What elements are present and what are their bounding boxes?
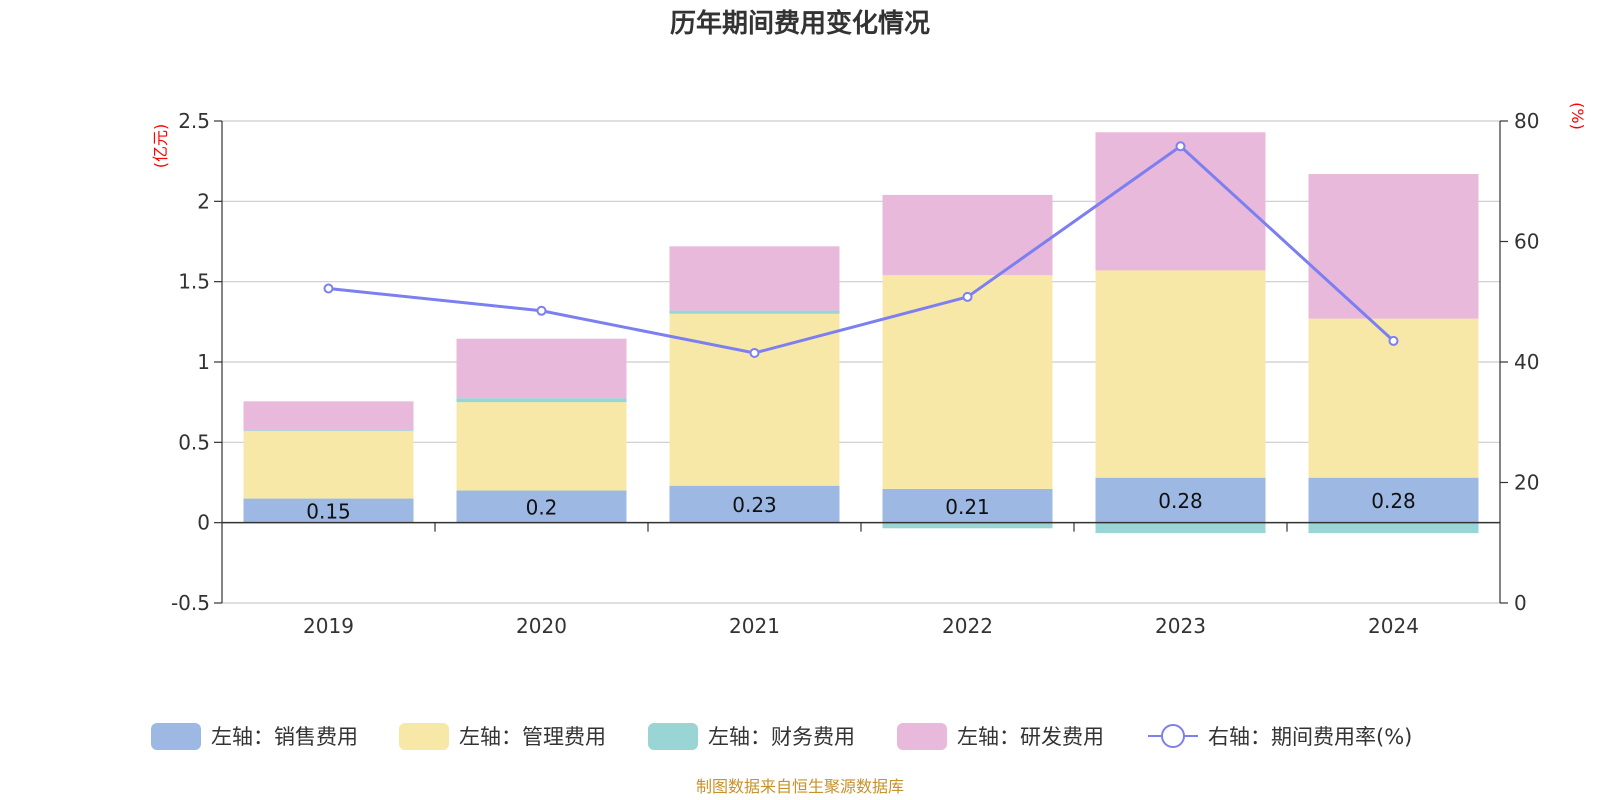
x-tick-label: 2021 (729, 614, 780, 638)
data-label: 0.21 (945, 495, 990, 519)
legend: 左轴：销售费用 左轴：管理费用 左轴：财务费用 左轴：研发费用 右轴：期间费用率(%) (151, 723, 1412, 750)
left-axis-unit: (亿元) (151, 124, 170, 169)
bar-segment (1095, 270, 1266, 478)
bar-segment (1095, 522, 1266, 534)
line-point (536, 305, 547, 316)
bar-segment (456, 398, 627, 403)
left-tick-label: 0 (197, 511, 210, 535)
legend-item[interactable]: 左轴：财务费用 (648, 723, 855, 750)
source-footer: 制图数据来自恒生聚源数据库 (696, 777, 904, 796)
data-label: 0.28 (1371, 489, 1416, 513)
left-tick-label: 1 (197, 350, 210, 374)
bar-segment (882, 522, 1053, 529)
legend-label: 右轴：期间费用率(%) (1208, 725, 1412, 749)
x-axis (222, 521, 1500, 532)
bar-segment (882, 194, 1053, 276)
bars: 0.15 0.2 0.23 0.21 0.28 0.28 (243, 132, 1479, 534)
x-tick-label: 2019 (303, 614, 354, 638)
legend-item[interactable]: 左轴：销售费用 (151, 723, 358, 750)
right-tick-label: 20 (1514, 471, 1539, 495)
bar-segment (669, 313, 840, 486)
bar-segment (456, 338, 627, 399)
left-tick-label: 2.5 (178, 109, 210, 133)
bar-segment (243, 431, 414, 499)
legend-label: 左轴：管理费用 (459, 725, 606, 749)
right-tick-label: 40 (1514, 350, 1539, 374)
legend-swatch (897, 723, 947, 750)
legend-label: 左轴：财务费用 (708, 725, 855, 749)
right-tick-label: 0 (1514, 591, 1527, 615)
x-axis-labels: 2019 2020 2021 2022 2023 2024 (303, 614, 1419, 638)
bar-segment (882, 275, 1053, 489)
legend-swatch (648, 723, 698, 750)
right-tick-label: 60 (1514, 230, 1539, 254)
line-point (323, 283, 334, 294)
left-axis: -0.5 0 0.5 1 1.5 2 2.5 (171, 109, 223, 615)
expense-rate-line-path (328, 144, 1395, 355)
right-axis: 0 20 40 60 80 (1499, 109, 1539, 615)
data-label: 0.23 (732, 493, 777, 517)
left-tick-label: 1.5 (178, 270, 210, 294)
line-point (749, 347, 760, 358)
bar-segment (669, 246, 840, 311)
bar-segment (243, 498, 414, 523)
legend-swatch (151, 723, 201, 750)
line-point (1388, 335, 1399, 346)
legend-label: 左轴：研发费用 (957, 725, 1104, 749)
expense-rate-line (323, 141, 1399, 358)
right-axis-unit: (%) (1568, 102, 1587, 130)
bar-segment (456, 402, 627, 491)
legend-item[interactable]: 左轴：研发费用 (897, 723, 1104, 750)
legend-item[interactable]: 右轴：期间费用率(%) (1148, 724, 1412, 749)
data-label: 0.28 (1158, 489, 1203, 513)
bar-segment (1308, 477, 1479, 523)
bar-segment (243, 430, 414, 432)
bar-segment (1308, 522, 1479, 534)
legend-label: 左轴：销售费用 (211, 725, 358, 749)
bar-segment (1095, 477, 1266, 523)
legend-marker (1161, 724, 1185, 748)
bar-segment (1308, 174, 1479, 319)
legend-swatch (399, 723, 449, 750)
x-tick-label: 2020 (516, 614, 567, 638)
x-tick-label: 2024 (1368, 614, 1419, 638)
bar-segment (882, 488, 1053, 523)
left-tick-label: 2 (197, 189, 210, 213)
legend-item[interactable]: 左轴：管理费用 (399, 723, 606, 750)
x-tick-label: 2023 (1155, 614, 1206, 638)
data-label: 0.15 (306, 500, 351, 524)
data-label: 0.2 (526, 496, 558, 520)
right-tick-label: 80 (1514, 109, 1539, 133)
line-point (1175, 141, 1186, 152)
chart-title: 历年期间费用变化情况 (670, 8, 930, 39)
left-tick-label: -0.5 (171, 591, 210, 615)
bar-segment (243, 401, 414, 431)
bar-segment (456, 490, 627, 523)
x-tick-label: 2022 (942, 614, 993, 638)
line-point (962, 291, 973, 302)
bar-segment (669, 310, 840, 314)
left-tick-label: 0.5 (178, 430, 210, 454)
bar-segment (669, 485, 840, 523)
bar-segment (1095, 132, 1266, 271)
